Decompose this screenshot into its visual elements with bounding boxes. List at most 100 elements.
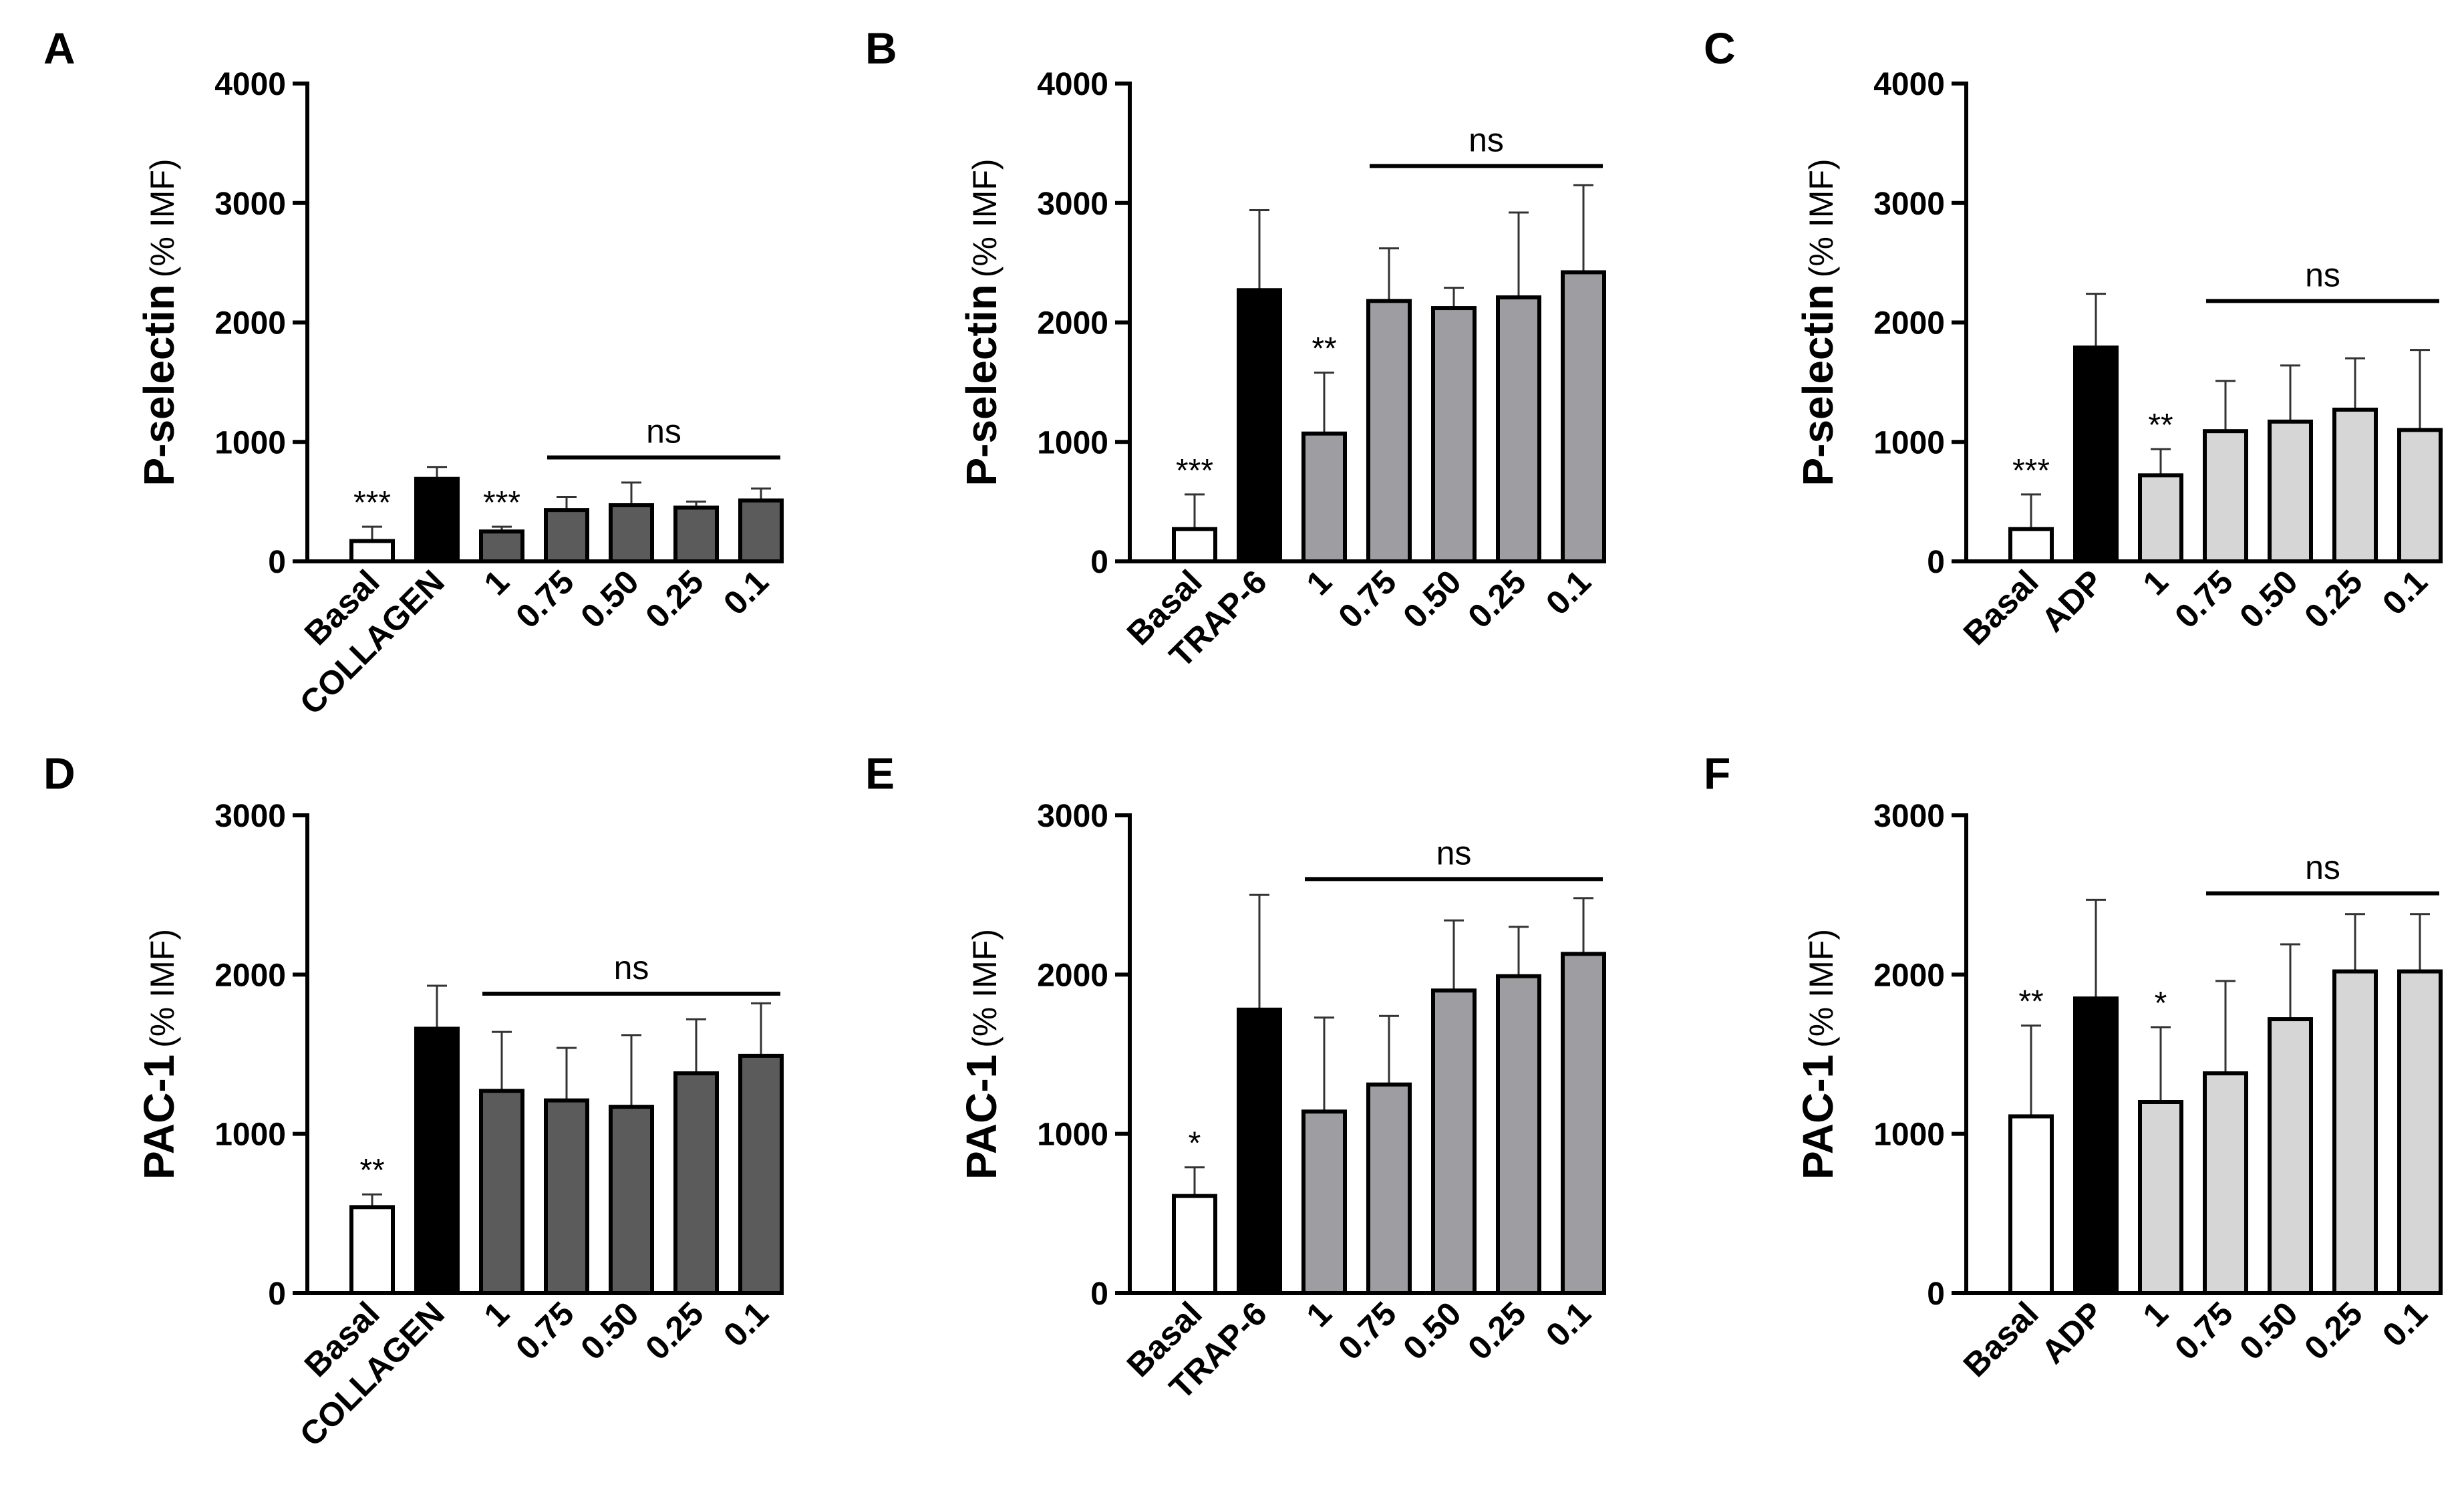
y-axis-label: P-selectin (% IMF): [135, 158, 183, 486]
bar: [2268, 1017, 2313, 1295]
y-tick-label: 1000: [1037, 1117, 1108, 1153]
bar: [2138, 473, 2183, 563]
panel-label: B: [865, 23, 897, 73]
bar: [414, 476, 460, 563]
y-tick-label: 2000: [214, 306, 286, 341]
y-axis-label: P-selectin (% IMF): [957, 158, 1006, 486]
bar: [673, 1071, 719, 1295]
y-axis-label-unit: (% IMF): [1803, 158, 1840, 277]
significance-marker: ***: [2012, 453, 2050, 489]
bar: [1366, 299, 1412, 563]
panel-label: D: [43, 748, 75, 798]
category-label: 0.1: [2375, 563, 2435, 622]
category-label: 0.75: [508, 563, 581, 635]
category-label: Basal: [1956, 563, 2046, 652]
category-label: 1: [2136, 563, 2175, 602]
bar: [479, 1089, 524, 1295]
panel-label: C: [1704, 23, 1736, 73]
category-label: 0.1: [2375, 1294, 2435, 1354]
bar: [479, 529, 524, 563]
category-label: 0.1: [716, 1294, 776, 1354]
bar: [1237, 288, 1282, 563]
category-label: 0.75: [508, 1294, 581, 1367]
bar: [349, 539, 395, 563]
y-axis-label-main: PAC-1: [135, 1055, 183, 1180]
y-tick-label: 3000: [1873, 186, 1945, 222]
y-axis-label-main: P-selectin: [135, 284, 183, 486]
category-label: ADP: [2034, 563, 2111, 639]
bar: [1561, 952, 1606, 1295]
bar: [544, 508, 589, 564]
y-tick-label: 1000: [1873, 425, 1945, 460]
y-tick-label: 3000: [1037, 186, 1108, 222]
panel-label: E: [865, 748, 895, 798]
y-tick-label: 2000: [1037, 958, 1108, 993]
ns-label: ns: [1469, 121, 1504, 158]
y-axis-label-main: PAC-1: [957, 1055, 1006, 1180]
y-axis-label-main: P-selectin: [1794, 284, 1842, 486]
bar: [2203, 1071, 2248, 1295]
y-tick-label: 0: [1927, 1276, 1945, 1312]
ns-label: ns: [1436, 834, 1472, 871]
category-label: 0.25: [2297, 563, 2369, 635]
significance-marker: **: [1312, 331, 1336, 367]
bar: [1496, 974, 1541, 1295]
significance-marker: *: [2155, 986, 2167, 1021]
bar: [414, 1027, 460, 1296]
category-label: 0.75: [2167, 1294, 2240, 1367]
significance-marker: ***: [353, 485, 391, 521]
y-tick-label: 0: [1927, 545, 1945, 580]
bar: [2397, 969, 2443, 1295]
y-axis-label-main: P-selectin: [957, 284, 1006, 486]
y-axis-label: PAC-1 (% IMF): [957, 929, 1006, 1180]
y-tick-label: 2000: [1873, 958, 1945, 993]
bar: [2332, 969, 2378, 1295]
y-axis-label-unit: (% IMF): [144, 929, 181, 1048]
bar: [2008, 1114, 2054, 1295]
category-label: 0.75: [1331, 563, 1403, 635]
y-tick-label: 0: [1090, 1276, 1108, 1312]
category-label: 0.25: [638, 1294, 710, 1367]
bar: [1301, 1109, 1347, 1296]
category-label: 0.1: [716, 563, 776, 622]
y-tick-label: 3000: [1037, 799, 1108, 834]
y-tick-label: 1000: [1873, 1117, 1945, 1153]
bar: [2073, 996, 2119, 1296]
y-axis-label: PAC-1 (% IMF): [135, 929, 183, 1180]
y-tick-label: 1000: [214, 425, 286, 460]
ns-label: ns: [614, 949, 649, 986]
bar: [1237, 1007, 1282, 1296]
y-axis-label-unit: (% IMF): [966, 929, 1004, 1048]
category-label: 0.75: [2167, 563, 2240, 635]
bar: [1431, 988, 1477, 1295]
y-axis-label: PAC-1 (% IMF): [1794, 929, 1842, 1180]
bar: [2138, 1100, 2183, 1295]
bar: [609, 503, 654, 563]
category-label: 0.25: [1460, 1294, 1533, 1367]
y-axis-label-unit: (% IMF): [1803, 929, 1840, 1048]
y-axis-label: P-selectin (% IMF): [1794, 158, 1842, 486]
category-label: 0.50: [1396, 563, 1468, 635]
bar: [738, 498, 784, 564]
y-axis-label-unit: (% IMF): [966, 158, 1004, 277]
panel-label: F: [1704, 748, 1730, 798]
bar: [1172, 1194, 1217, 1296]
category-label: 0.50: [2232, 1294, 2304, 1367]
ns-label: ns: [2305, 256, 2340, 293]
category-label: 0.25: [1460, 563, 1533, 635]
bar: [349, 1205, 395, 1296]
bar: [2073, 346, 2119, 563]
panel-f: F 0 1000 2000 3000 PAC-1 (% IMF) Basal ** ADP 1 * 0.…: [1704, 748, 2443, 1384]
category-label: 1: [477, 563, 516, 602]
category-label: 1: [1299, 1294, 1339, 1334]
bar: [738, 1053, 784, 1295]
category-label: 0.50: [2232, 563, 2304, 635]
category-label: 0.50: [573, 563, 645, 635]
y-tick-label: 4000: [1037, 67, 1108, 102]
y-tick-label: 3000: [214, 186, 286, 222]
category-label: 1: [1299, 563, 1339, 602]
y-axis-label-main: PAC-1: [1794, 1055, 1842, 1180]
bar: [609, 1105, 654, 1296]
